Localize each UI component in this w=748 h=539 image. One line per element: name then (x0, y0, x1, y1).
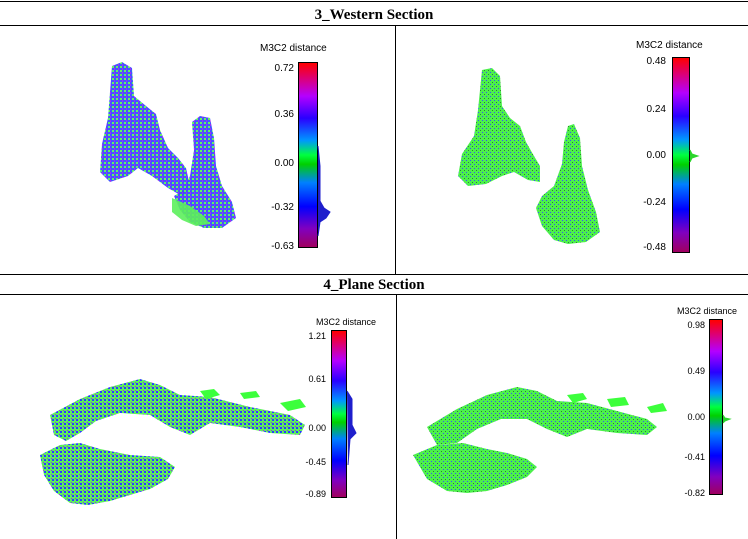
cloud-shape-right-pillar (174, 116, 236, 228)
cloud-shape-lower-band (413, 443, 537, 493)
colorbar-tick-low: -0.41 (684, 452, 705, 462)
colorbar-tick-high: 0.61 (308, 374, 326, 384)
colorbar-tick-high: 0.36 (274, 109, 294, 120)
colorbar-tick-max: 0.98 (687, 320, 705, 330)
point-cloud-western-right (458, 68, 600, 244)
colorbar-tick-low: -0.45 (305, 457, 326, 467)
panel-divider-top (395, 25, 396, 274)
colorbar-tick-max: 1.21 (308, 331, 326, 341)
section-divider-top (0, 25, 748, 26)
section-divider-bottom (0, 294, 748, 295)
cloud-shape-edge-fragments (567, 393, 667, 413)
colorbar (709, 319, 723, 495)
colorbar-title: M3C2 distance (677, 306, 738, 316)
colorbar (298, 62, 318, 248)
colorbar-title: M3C2 distance (260, 43, 327, 54)
point-cloud-plane-left (40, 379, 306, 505)
colorbar-title: M3C2 distance (316, 317, 377, 327)
cloud-shape-right-green (172, 198, 210, 226)
top-border (0, 1, 748, 2)
colorbar-tick-min: -0.48 (643, 242, 666, 253)
colorbar-tick-high: 0.49 (687, 366, 705, 376)
cloud-shape-upper-band (427, 387, 657, 445)
colorbar-tick-min: -0.82 (684, 488, 705, 498)
colorbar-tick-zero: 0.00 (308, 423, 326, 433)
point-cloud-plane-right (413, 387, 667, 493)
panel-plane-left: M3C2 distance 1.21 0.61 0.00 -0.45 -0.89 (0, 295, 396, 539)
section-title-western: 3_Western Section (314, 7, 434, 23)
colorbar-tick-zero: 0.00 (687, 412, 705, 422)
colorbar-tick-min: -0.63 (271, 241, 294, 252)
colorbar (672, 57, 690, 253)
colorbar-tick-min: -0.89 (305, 489, 326, 499)
panel-western-left: M3C2 distance 0.72 0.36 0.00 -0.32 -0.63 (0, 26, 395, 274)
section-title-plane: 4_Plane Section (323, 277, 425, 293)
cloud-shape-right-pillar (536, 124, 600, 244)
cloud-shape-upper-band (50, 379, 305, 441)
point-cloud-western-left (100, 62, 236, 228)
panel-divider-bottom (396, 294, 397, 539)
colorbar-tick-max: 0.48 (646, 56, 666, 67)
cloud-shape-left-pillar (458, 68, 540, 186)
colorbar (331, 330, 347, 498)
panel-plane-right: M3C2 distance 0.98 0.49 0.00 -0.41 -0.82 (397, 295, 748, 539)
colorbar-tick-zero: 0.00 (274, 158, 294, 169)
cloud-shape-edge-fragments (200, 389, 306, 411)
colorbar-tick-low: -0.24 (643, 197, 666, 208)
colorbar-tick-zero: 0.00 (646, 150, 666, 161)
cloud-shape-left-pillar (100, 62, 190, 196)
colorbar-title: M3C2 distance (636, 40, 703, 51)
colorbar-tick-low: -0.32 (271, 202, 294, 213)
colorbar-tick-max: 0.72 (274, 63, 294, 74)
section-divider-middle (0, 274, 748, 275)
cloud-shape-lower-band (40, 443, 175, 505)
colorbar-tick-high: 0.24 (646, 104, 666, 115)
panel-western-right: M3C2 distance 0.48 0.24 0.00 -0.24 -0.48 (396, 26, 748, 274)
